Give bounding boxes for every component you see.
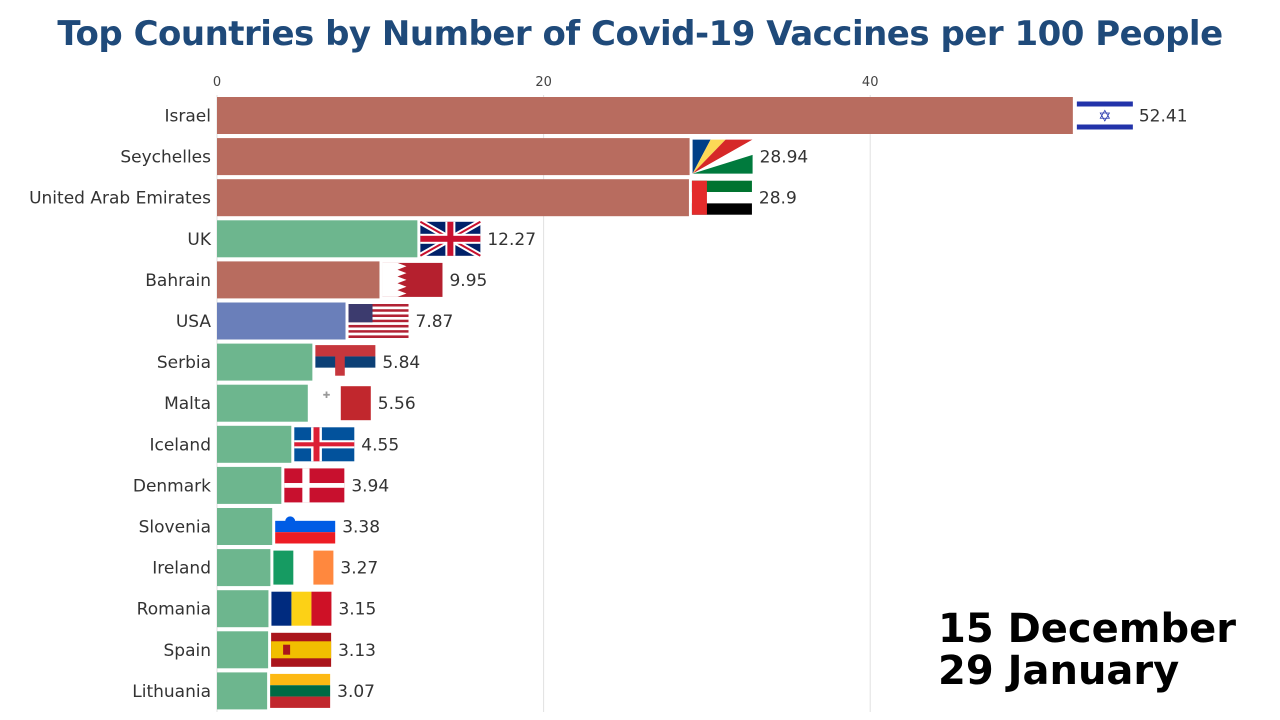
bar xyxy=(217,549,271,587)
serbia-flag-icon xyxy=(315,345,376,380)
bar-row: Iceland 4.55 xyxy=(149,425,399,463)
romania-flag-icon xyxy=(271,591,332,626)
value-label: 4.55 xyxy=(361,435,399,455)
ireland-flag-icon xyxy=(273,550,334,585)
category-label: Israel xyxy=(165,107,211,127)
category-label: Bahrain xyxy=(145,271,211,291)
bar xyxy=(217,508,273,545)
value-label: 9.95 xyxy=(449,271,487,291)
bar xyxy=(217,220,418,258)
chart-title: Top Countries by Number of Covid-19 Vacc… xyxy=(57,14,1223,54)
category-label: Romania xyxy=(137,600,211,620)
value-label: 3.27 xyxy=(340,559,378,579)
category-label: USA xyxy=(176,312,212,332)
bar-row: United Arab Emirates 28.9 xyxy=(29,179,797,217)
bar xyxy=(217,425,292,463)
value-label: 5.84 xyxy=(382,353,420,373)
bar xyxy=(217,97,1073,134)
bahrain-flag-icon xyxy=(382,262,443,297)
category-label: Malta xyxy=(164,394,211,414)
end-date: 29 January xyxy=(938,648,1180,694)
x-tick-label: 40 xyxy=(862,75,879,90)
denmark-flag-icon xyxy=(284,468,345,503)
bar-row: Israel ✡ 52.41 xyxy=(165,97,1188,134)
bar xyxy=(217,138,690,176)
bar-row: Spain 3.13 xyxy=(164,631,376,669)
date-range: 15 December 29 January xyxy=(938,608,1236,692)
category-label: Iceland xyxy=(149,435,211,455)
value-label: 7.87 xyxy=(416,312,454,332)
svg-text:✡: ✡ xyxy=(1098,109,1111,126)
bar xyxy=(217,261,380,299)
category-label: Denmark xyxy=(133,476,211,496)
bar xyxy=(217,384,308,422)
value-label: 52.41 xyxy=(1139,107,1188,127)
bar xyxy=(217,590,269,628)
value-label: 28.9 xyxy=(759,189,797,209)
value-label: 3.15 xyxy=(338,600,376,620)
value-label: 3.94 xyxy=(351,476,389,496)
value-label: 3.38 xyxy=(342,518,380,538)
bar-row: Romania 3.15 xyxy=(137,590,376,628)
start-date: 15 December xyxy=(938,606,1236,652)
iceland-flag-icon xyxy=(294,427,355,462)
bar-row: Malta ✚ 5.56 xyxy=(164,384,416,422)
lithuania-flag-icon xyxy=(270,673,331,708)
bar-row: Seychelles 28.94 xyxy=(120,138,809,176)
bar xyxy=(217,179,689,217)
bar xyxy=(217,302,346,340)
bar-row: Bahrain 9.95 xyxy=(145,261,487,299)
category-label: Ireland xyxy=(152,559,211,579)
uk-flag-icon xyxy=(418,219,482,259)
category-label: Seychelles xyxy=(120,148,211,168)
category-label: UK xyxy=(187,230,211,250)
category-label: Lithuania xyxy=(132,682,211,702)
x-tick-label: 20 xyxy=(535,75,552,90)
spain-flag-icon xyxy=(271,632,332,667)
value-label: 3.07 xyxy=(337,682,375,702)
bar-row: Ireland 3.27 xyxy=(152,549,378,587)
category-label: Slovenia xyxy=(139,518,211,538)
bar-row: Denmark 3.94 xyxy=(133,466,389,504)
value-label: 5.56 xyxy=(378,394,416,414)
bar xyxy=(217,672,268,710)
slovenia-flag-icon xyxy=(275,509,336,544)
bar-row: Slovenia 3.38 xyxy=(139,508,380,545)
category-label: Spain xyxy=(164,641,212,661)
malta-flag-icon: ✚ xyxy=(310,386,371,421)
x-tick-label: 0 xyxy=(213,75,221,90)
israel-flag-icon: ✡ xyxy=(1076,98,1133,133)
bar xyxy=(217,343,313,381)
category-label: Serbia xyxy=(157,353,211,373)
svg-text:✚: ✚ xyxy=(323,390,331,400)
bar xyxy=(217,631,269,669)
bar xyxy=(217,466,282,504)
category-label: United Arab Emirates xyxy=(29,189,211,209)
value-label: 28.94 xyxy=(760,148,809,168)
seychelles-flag-icon xyxy=(692,139,753,174)
uae-flag-icon xyxy=(691,180,752,215)
value-label: 3.13 xyxy=(338,641,376,661)
bar-row: USA 7.87 xyxy=(176,302,454,340)
usa-flag-icon xyxy=(348,304,409,338)
bar-row: Lithuania 3.07 xyxy=(132,672,375,710)
bar-row: UK 12.27 xyxy=(187,219,536,259)
bar-row: Serbia 5.84 xyxy=(157,343,420,381)
value-label: 12.27 xyxy=(487,230,536,250)
